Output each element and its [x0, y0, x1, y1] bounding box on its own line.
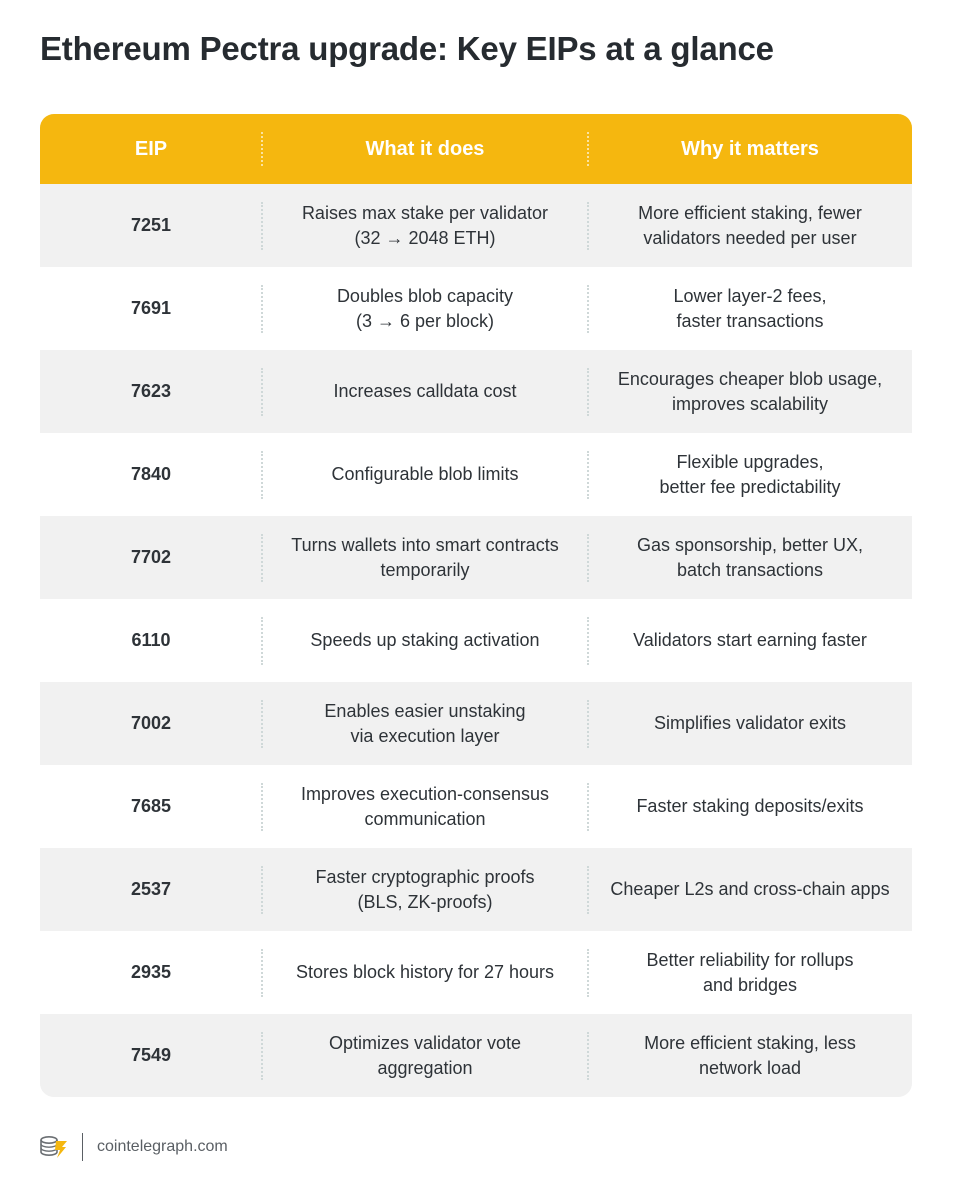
column-divider	[261, 201, 263, 250]
table-row: 2935 Stores block history for 27 hours Bet…	[40, 931, 912, 1014]
eip-number: 7002	[130, 713, 172, 733]
what-it-does-cell: Improves execution-consensus communicati…	[300, 783, 550, 829]
header-what-it-does: What it does	[365, 137, 485, 160]
column-divider	[261, 782, 263, 831]
table-row: 7623 Increases calldata cost Encourages ch…	[40, 350, 912, 433]
what-it-does-cell: Doubles blob capacity (3 → 6 per block)	[336, 285, 514, 331]
column-divider	[587, 1031, 589, 1080]
why-it-matters-cell: Encourages cheaper blob usage, improves …	[617, 368, 883, 414]
what-it-does-cell: Faster cryptographic proofs (BLS, ZK-pro…	[315, 866, 535, 912]
column-divider	[261, 865, 263, 914]
what-it-does-cell: Speeds up staking activation	[310, 630, 540, 650]
eip-number: 2537	[130, 879, 172, 899]
column-divider	[587, 782, 589, 831]
why-it-matters-cell: Gas sponsorship, better UX, batch transa…	[636, 534, 864, 580]
column-divider	[587, 132, 589, 166]
column-divider	[587, 201, 589, 250]
eip-number: 7251	[130, 215, 172, 235]
footer: cointelegraph.com	[38, 1130, 228, 1164]
why-it-matters-cell: More efficient staking, less network loa…	[644, 1032, 856, 1078]
column-divider	[261, 132, 263, 166]
column-divider	[587, 367, 589, 416]
table-row: 7702 Turns wallets into smart contracts t…	[40, 516, 912, 599]
eip-number: 7702	[130, 547, 172, 567]
column-divider	[261, 616, 263, 665]
eip-number: 7685	[130, 796, 172, 816]
column-divider	[261, 284, 263, 333]
what-it-does-cell: Configurable blob limits	[331, 464, 519, 484]
column-divider	[587, 948, 589, 997]
what-it-does-cell: Stores block history for 27 hours	[295, 962, 555, 982]
column-divider	[587, 865, 589, 914]
column-divider	[587, 533, 589, 582]
eip-number: 2935	[130, 962, 172, 982]
what-it-does-cell: Enables easier unstaking via execution l…	[324, 700, 526, 746]
table-row: 7251 Raises max stake per validator (32 →…	[40, 184, 912, 267]
eip-table: EIP What it does Why it matters 7251 Rais…	[40, 114, 912, 1097]
column-divider	[261, 533, 263, 582]
eip-number: 7840	[130, 464, 172, 484]
header-why-it-matters: Why it matters	[681, 137, 819, 160]
why-it-matters-cell: Cheaper L2s and cross-chain apps	[610, 879, 890, 899]
what-it-does-cell: Increases calldata cost	[333, 381, 517, 401]
table-row: 7691 Doubles blob capacity (3 → 6 per blo…	[40, 267, 912, 350]
why-it-matters-cell: Simplifies validator exits	[653, 713, 847, 733]
what-it-does-cell: Optimizes validator vote aggregation	[328, 1032, 522, 1078]
column-divider	[261, 948, 263, 997]
column-divider	[261, 450, 263, 499]
why-it-matters-cell: Validators start earning faster	[633, 630, 867, 650]
header-eip: EIP	[134, 137, 168, 160]
eip-number: 7691	[130, 298, 172, 318]
why-it-matters-cell: Flexible upgrades, better fee predictabi…	[659, 451, 841, 497]
column-divider	[587, 616, 589, 665]
footer-divider	[82, 1133, 83, 1161]
why-it-matters-cell: Faster staking deposits/exits	[636, 796, 864, 816]
eip-number: 7549	[130, 1045, 172, 1065]
site-url: cointelegraph.com	[97, 1138, 228, 1155]
column-divider	[587, 450, 589, 499]
cointelegraph-logo-icon	[40, 1136, 67, 1158]
eip-number: 6110	[131, 630, 171, 650]
table-row: 7002 Enables easier unstaking via executi…	[40, 682, 912, 765]
column-divider	[261, 1031, 263, 1080]
page-title: Ethereum Pectra upgrade: Key EIPs at a g…	[40, 30, 774, 67]
why-it-matters-cell: Better reliability for rollups and bridg…	[646, 949, 854, 995]
eip-number: 7623	[130, 381, 172, 401]
column-divider	[261, 367, 263, 416]
table-row: 6110 Speeds up staking activation Validato…	[40, 599, 912, 682]
table-row: 7685 Improves execution-consensus communi…	[40, 765, 912, 848]
what-it-does-cell: Raises max stake per validator (32 → 204…	[301, 202, 549, 248]
table-row: 7840 Configurable blob limits Flexible upg…	[40, 433, 912, 516]
column-divider	[261, 699, 263, 748]
table-row: 2537 Faster cryptographic proofs (BLS, ZK…	[40, 848, 912, 931]
what-it-does-cell: Turns wallets into smart contracts tempo…	[291, 534, 559, 580]
why-it-matters-cell: More efficient staking, fewer validators…	[638, 202, 862, 248]
why-it-matters-cell: Lower layer-2 fees, faster transactions	[673, 285, 827, 331]
table-header-row: EIP What it does Why it matters	[40, 114, 912, 184]
column-divider	[587, 699, 589, 748]
table-row: 7549 Optimizes validator vote aggregation…	[40, 1014, 912, 1097]
column-divider	[587, 284, 589, 333]
